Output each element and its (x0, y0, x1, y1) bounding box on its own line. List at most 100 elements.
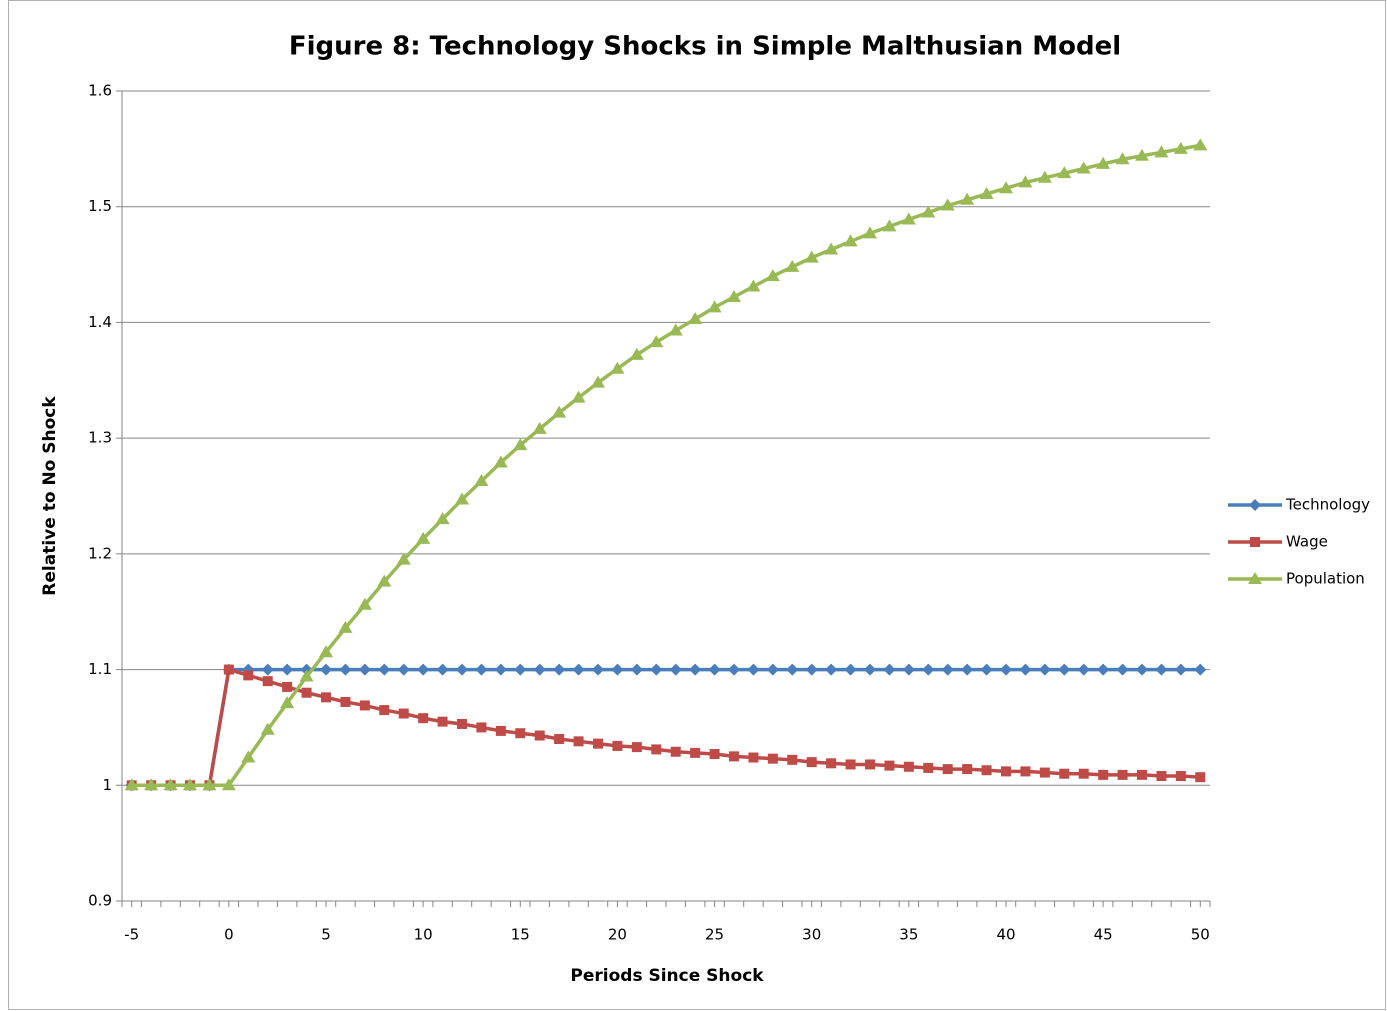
marker (979, 186, 994, 199)
marker (689, 663, 702, 676)
marker (843, 234, 858, 247)
marker (1038, 663, 1051, 676)
marker (709, 749, 720, 760)
marker (1116, 663, 1129, 676)
marker (786, 663, 799, 676)
marker (183, 778, 197, 791)
y-tick-label: 1.1 (88, 660, 112, 678)
marker (845, 759, 856, 770)
marker (826, 758, 837, 769)
marker (493, 455, 508, 468)
marker (398, 708, 409, 719)
chart-border (8, 0, 1386, 1010)
y-tick-label: 1.2 (88, 544, 112, 562)
marker (455, 492, 469, 505)
marker (707, 300, 722, 313)
marker (747, 663, 760, 676)
marker (708, 663, 721, 676)
legend-marker (1249, 499, 1261, 511)
x-tick-label: 50 (1191, 926, 1210, 944)
marker (163, 778, 178, 791)
marker (787, 754, 798, 765)
marker (320, 663, 332, 676)
marker (1000, 663, 1012, 676)
marker (1115, 152, 1130, 165)
marker (357, 597, 372, 610)
marker (1001, 766, 1011, 777)
marker (980, 663, 993, 676)
marker (923, 762, 934, 773)
marker (865, 759, 875, 770)
marker (1019, 663, 1032, 676)
marker (1135, 148, 1149, 161)
marker (882, 219, 897, 232)
y-axis-title: Relative to No Shock (40, 396, 60, 596)
marker (593, 738, 603, 749)
marker (552, 405, 567, 418)
marker (748, 752, 759, 763)
marker (902, 663, 915, 676)
x-tick-label: 15 (511, 926, 530, 944)
x-tick-label: 5 (321, 926, 331, 944)
marker (610, 361, 625, 374)
marker (1098, 769, 1109, 780)
x-tick-label: -5 (124, 926, 139, 944)
marker (397, 663, 410, 676)
marker (418, 713, 429, 724)
marker (202, 778, 217, 791)
marker (338, 620, 353, 633)
marker (690, 747, 701, 758)
marker (221, 778, 236, 791)
marker (553, 663, 566, 676)
marker (474, 473, 489, 486)
marker (1174, 663, 1187, 676)
marker (592, 663, 604, 676)
x-tick-label: 45 (1094, 926, 1113, 944)
legend-label: Technology (1285, 496, 1370, 514)
legend-label: Wage (1286, 533, 1328, 551)
marker (1078, 768, 1089, 779)
marker (999, 181, 1013, 194)
y-tick-label: 1.3 (88, 429, 112, 447)
marker (825, 663, 838, 676)
marker (824, 242, 839, 255)
marker (727, 289, 741, 302)
marker (280, 696, 295, 709)
marker (476, 722, 487, 733)
marker (514, 663, 527, 676)
marker (1096, 156, 1111, 169)
marker (1077, 663, 1090, 676)
marker (806, 757, 817, 768)
y-tick-label: 1 (102, 776, 112, 794)
y-tick-label: 1.5 (88, 197, 112, 215)
marker (629, 347, 644, 360)
marker (124, 778, 139, 791)
marker (1039, 767, 1050, 778)
marker (437, 716, 448, 727)
marker (1059, 768, 1070, 779)
marker (921, 205, 936, 218)
series (124, 138, 1208, 791)
marker (1155, 663, 1168, 676)
marker (631, 742, 642, 753)
marker (301, 687, 312, 698)
marker (961, 663, 974, 676)
marker (612, 740, 623, 751)
y-tick-label: 0.9 (88, 892, 112, 910)
marker (571, 390, 586, 403)
marker (339, 663, 352, 676)
marker (804, 250, 819, 263)
marker (1076, 161, 1091, 174)
marker (299, 669, 314, 682)
marker (1137, 769, 1147, 780)
x-tick-label: 10 (414, 926, 433, 944)
marker (456, 663, 468, 676)
marker (572, 663, 585, 676)
marker (416, 531, 431, 544)
legend-label: Population (1286, 570, 1365, 588)
marker (396, 552, 411, 565)
marker (243, 670, 254, 681)
marker (223, 664, 234, 675)
marker (359, 700, 370, 711)
